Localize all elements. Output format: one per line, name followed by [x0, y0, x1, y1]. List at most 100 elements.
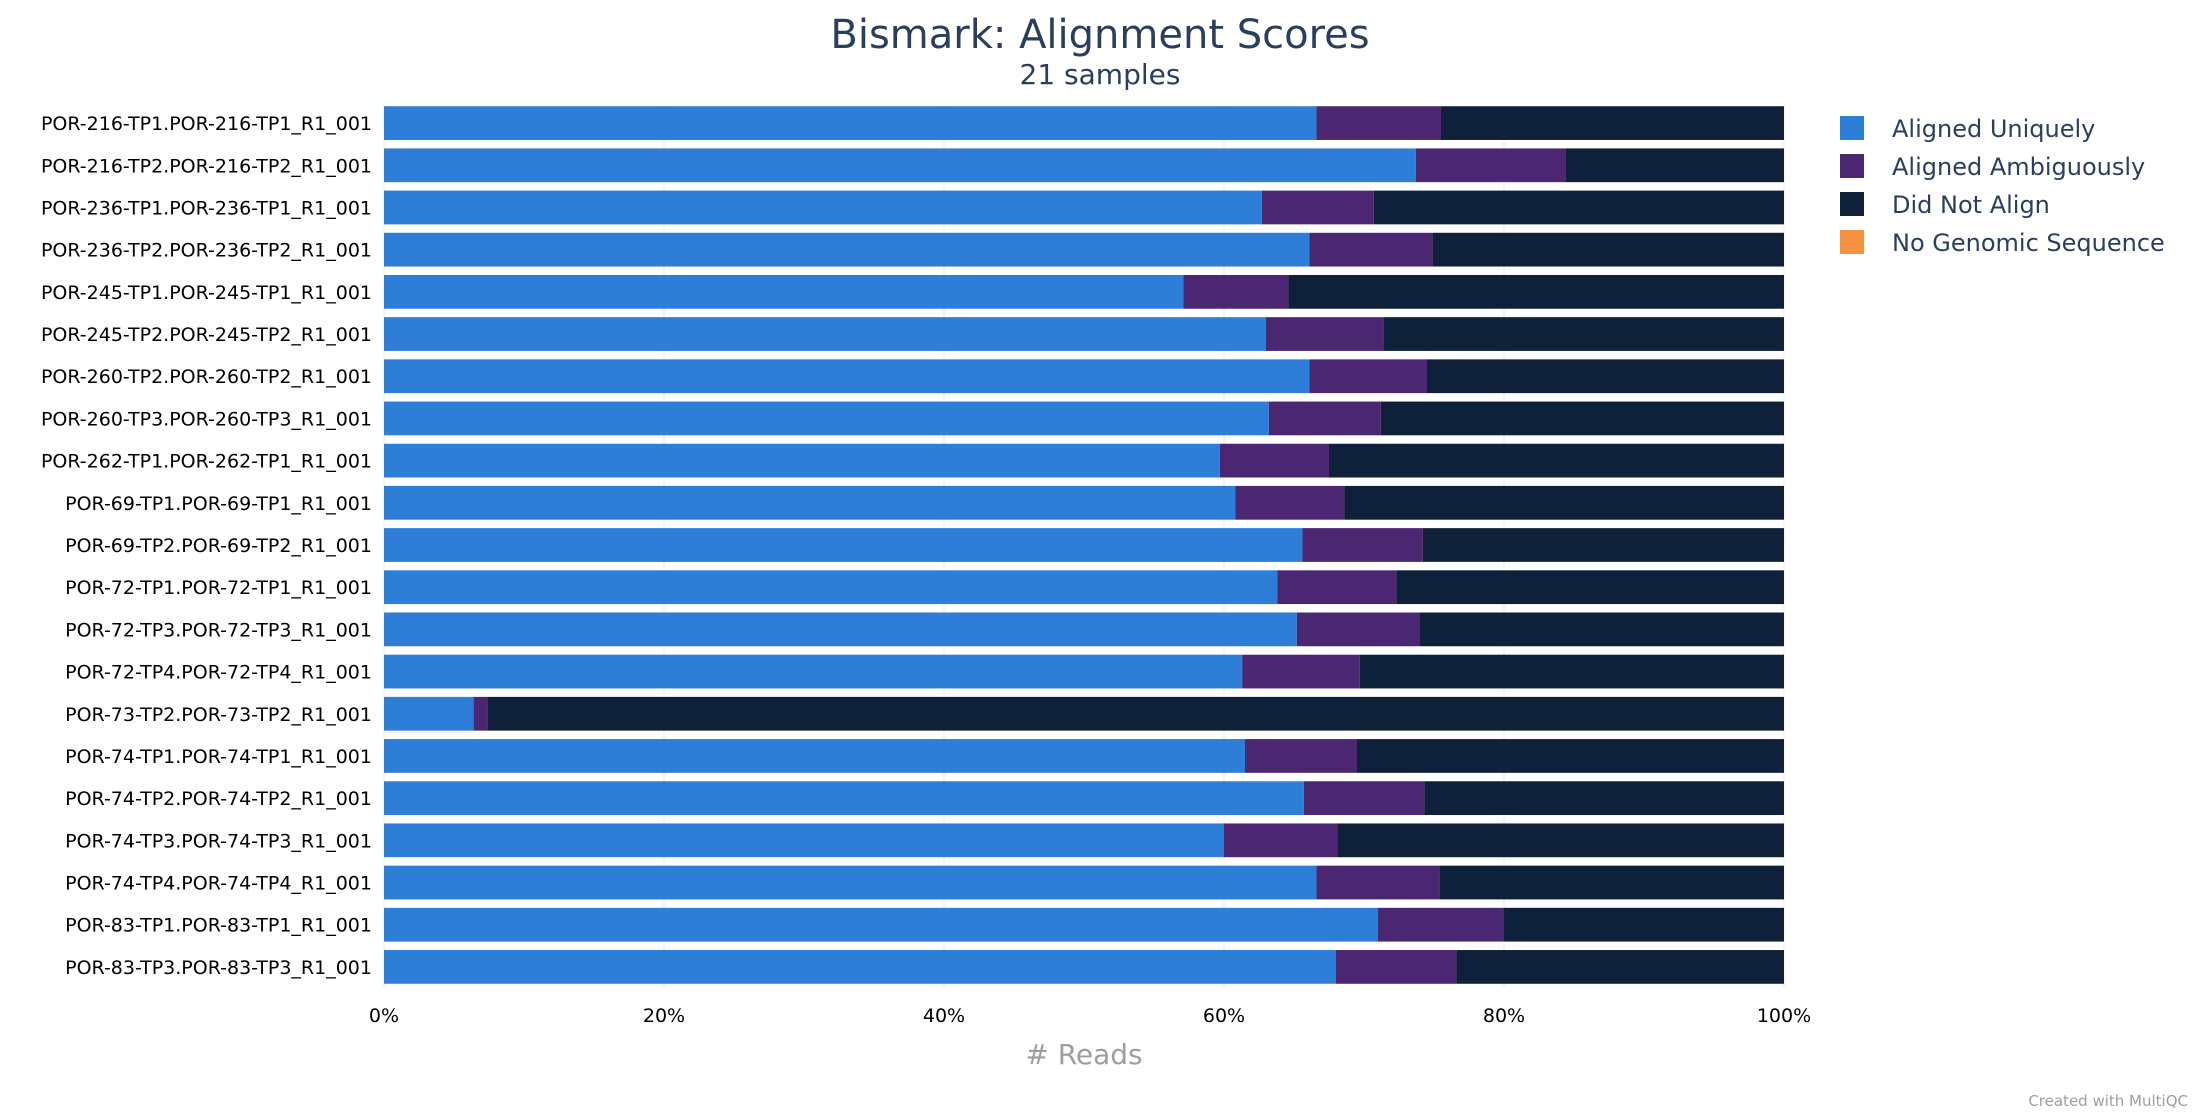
bar-segment-1[interactable]	[384, 823, 1224, 858]
bar-segment-1[interactable]	[384, 401, 1269, 436]
bar-segment-1[interactable]	[384, 907, 1378, 942]
bar-row[interactable]	[384, 317, 1784, 351]
bar-segment-1[interactable]	[384, 865, 1317, 900]
bar-segment-2[interactable]	[1268, 401, 1381, 436]
bar-segment-3[interactable]	[1441, 106, 1784, 140]
bar-row[interactable]	[384, 823, 1784, 858]
bar-segment-2[interactable]	[1183, 274, 1289, 309]
bar-segment-1[interactable]	[384, 528, 1303, 562]
y-axis-label: POR-245-TP2.POR-245-TP2_R1_001	[41, 324, 372, 346]
x-axis-ticks: 0% 20% 40% 60% 80% 100%	[369, 1005, 1811, 1027]
bar-row[interactable]	[384, 612, 1784, 647]
bar-row[interactable]	[384, 274, 1784, 309]
y-axis-label: POR-74-TP3.POR-74-TP3_R1_001	[65, 830, 372, 852]
bar-segment-2[interactable]	[473, 696, 488, 731]
bar-segment-2[interactable]	[1303, 781, 1425, 816]
y-axis-label: POR-69-TP2.POR-69-TP2_R1_001	[65, 535, 372, 557]
bar-row[interactable]	[384, 570, 1784, 605]
bar-segment-3[interactable]	[1373, 190, 1784, 225]
bar-segment-3[interactable]	[1329, 443, 1784, 478]
bar-segment-2[interactable]	[1302, 528, 1423, 562]
bar-segment-3[interactable]	[1456, 950, 1784, 984]
bar-segment-2[interactable]	[1316, 865, 1440, 900]
bar-segment-3[interactable]	[1422, 528, 1784, 562]
bar-row[interactable]	[384, 781, 1784, 816]
y-axis-labels: POR-216-TP1.POR-216-TP1_R1_001 POR-216-TP…	[41, 113, 372, 979]
y-axis-label: POR-236-TP1.POR-236-TP1_R1_001	[41, 197, 372, 219]
legend-item[interactable]: No Genomic Sequence	[1840, 229, 2165, 257]
bar-segment-1[interactable]	[384, 654, 1243, 689]
bar-segment-2[interactable]	[1277, 570, 1397, 605]
bar-segment-3[interactable]	[1432, 232, 1784, 267]
bar-segment-2[interactable]	[1235, 485, 1345, 520]
bar-segment-3[interactable]	[487, 696, 1785, 731]
bar-segment-2[interactable]	[1219, 443, 1329, 478]
bar-segment-3[interactable]	[1396, 570, 1784, 605]
bar-segment-3[interactable]	[1427, 359, 1784, 394]
bar-segment-2[interactable]	[1266, 317, 1384, 351]
bar-segment-1[interactable]	[384, 106, 1317, 140]
bar-segment-1[interactable]	[384, 274, 1184, 309]
legend-item[interactable]: Aligned Ambiguously	[1840, 153, 2145, 181]
bar-segment-1[interactable]	[384, 443, 1220, 478]
bar-row[interactable]	[384, 950, 1784, 984]
bar-segment-2[interactable]	[1242, 654, 1360, 689]
legend-item[interactable]: Aligned Uniquely	[1840, 115, 2095, 143]
bar-segment-3[interactable]	[1359, 654, 1784, 689]
bar-segment-2[interactable]	[1296, 612, 1420, 647]
bar-row[interactable]	[384, 232, 1784, 267]
x-axis-title: # Reads	[1025, 1038, 1142, 1071]
bar-segment-3[interactable]	[1288, 274, 1784, 309]
bar-segment-1[interactable]	[384, 232, 1310, 267]
bar-segment-3[interactable]	[1504, 907, 1784, 942]
bar-row[interactable]	[384, 739, 1784, 773]
bar-segment-1[interactable]	[384, 148, 1416, 183]
bar-segment-2[interactable]	[1245, 739, 1357, 773]
bar-row[interactable]	[384, 106, 1784, 140]
bar-row[interactable]	[384, 401, 1784, 436]
bar-row[interactable]	[384, 528, 1784, 562]
bar-segment-1[interactable]	[384, 612, 1297, 647]
bar-segment-1[interactable]	[384, 739, 1245, 773]
bar-segment-3[interactable]	[1337, 823, 1784, 858]
bar-row[interactable]	[384, 907, 1784, 942]
bar-segment-3[interactable]	[1420, 612, 1784, 647]
y-axis-label: POR-74-TP4.POR-74-TP4_R1_001	[65, 873, 372, 895]
bar-segment-2[interactable]	[1378, 907, 1504, 942]
bar-row[interactable]	[384, 485, 1784, 520]
bar-segment-2[interactable]	[1336, 950, 1457, 984]
bar-segment-3[interactable]	[1344, 485, 1784, 520]
bar-segment-3[interactable]	[1424, 781, 1784, 816]
bar-segment-1[interactable]	[384, 781, 1304, 816]
bar-segment-1[interactable]	[384, 570, 1278, 605]
y-axis-label: POR-262-TP1.POR-262-TP1_R1_001	[41, 451, 372, 473]
bar-segment-1[interactable]	[384, 950, 1336, 984]
bar-row[interactable]	[384, 443, 1784, 478]
bar-segment-2[interactable]	[1261, 190, 1374, 225]
bar-row[interactable]	[384, 359, 1784, 394]
legend-item[interactable]: Did Not Align	[1840, 191, 2050, 219]
bar-row[interactable]	[384, 696, 1785, 731]
y-axis-label: POR-74-TP1.POR-74-TP1_R1_001	[65, 746, 372, 768]
bar-segment-2[interactable]	[1316, 106, 1441, 140]
bar-row[interactable]	[384, 148, 1784, 183]
bar-segment-3[interactable]	[1439, 865, 1784, 900]
bar-segment-2[interactable]	[1415, 148, 1566, 183]
bar-segment-3[interactable]	[1383, 317, 1784, 351]
legend[interactable]: Aligned Uniquely Aligned Ambiguously Did N…	[1840, 115, 2165, 257]
bar-row[interactable]	[384, 865, 1784, 900]
bar-segment-1[interactable]	[384, 190, 1262, 225]
bar-segment-3[interactable]	[1380, 401, 1784, 436]
bar-segment-1[interactable]	[384, 485, 1236, 520]
y-axis-label: POR-236-TP2.POR-236-TP2_R1_001	[41, 240, 372, 262]
bar-segment-2[interactable]	[1224, 823, 1338, 858]
bar-row[interactable]	[384, 654, 1784, 689]
bar-segment-3[interactable]	[1357, 739, 1784, 773]
bar-row[interactable]	[384, 190, 1784, 225]
bar-segment-2[interactable]	[1309, 359, 1427, 394]
bar-segment-3[interactable]	[1565, 148, 1784, 183]
bar-segment-1[interactable]	[384, 317, 1266, 351]
bar-segment-1[interactable]	[384, 696, 474, 731]
bar-segment-2[interactable]	[1309, 232, 1433, 267]
bar-segment-1[interactable]	[384, 359, 1310, 394]
